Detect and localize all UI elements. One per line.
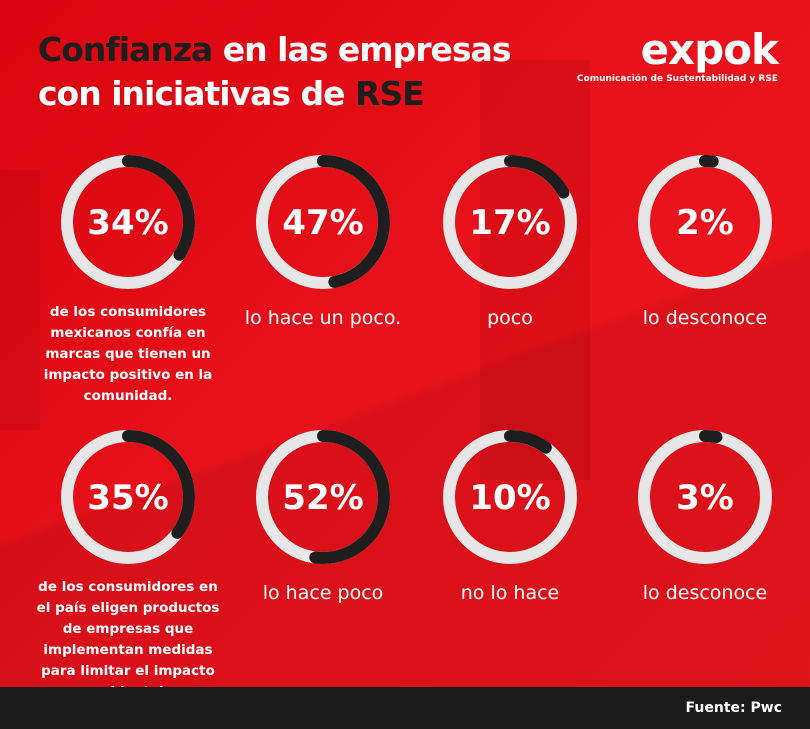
ring-value-arc	[256, 155, 390, 289]
building-silhouette	[0, 170, 40, 430]
caption: poco	[487, 307, 533, 329]
caption: lo hace un poco.	[244, 307, 402, 329]
ring-value-arc	[256, 430, 390, 564]
ring-value-arc	[638, 430, 772, 564]
percent-label: 10%	[469, 478, 550, 518]
percent-label: 47%	[282, 203, 363, 243]
title-text: con iniciativas de	[38, 74, 355, 113]
ring-value-arc	[443, 430, 577, 564]
percent-label: 3%	[676, 478, 734, 518]
ring-value-arc	[443, 155, 577, 289]
building-silhouette	[480, 60, 590, 480]
ring-value-arc	[61, 430, 195, 564]
row-description: de los consumidores mexicanos confía en …	[43, 304, 213, 404]
logo-name: expok	[640, 25, 779, 74]
source-text: Fuente: Pwc	[685, 700, 782, 716]
caption: lo hace poco	[262, 582, 384, 604]
ring-value-arc	[61, 155, 195, 289]
title-text: en las empresas	[212, 30, 512, 69]
title-highlight: RSE	[354, 74, 425, 113]
diagonal-shade	[0, 0, 810, 687]
caption: no lo hace	[460, 582, 560, 604]
title-highlight: Confianza	[38, 30, 213, 69]
percent-label: 35%	[87, 478, 168, 518]
row-description: de los consumidores en el país eligen pr…	[36, 579, 220, 700]
page-title: Confianza en las empresas con iniciativa…	[38, 28, 512, 116]
percent-label: 34%	[87, 203, 168, 243]
logo-tagline: Comunicación de Sustentabilidad y RSE	[576, 74, 778, 84]
caption: lo desconoce	[642, 582, 768, 604]
percent-label: 52%	[282, 478, 363, 518]
donut-charts: 34% 47% 17% 2% 35% 52% 10% 3%	[61, 155, 772, 564]
expok-logo: expok Comunicación de Sustentabilidad y …	[576, 25, 779, 85]
percent-label: 17%	[469, 203, 550, 243]
caption: lo desconoce	[642, 307, 768, 329]
percent-label: 2%	[676, 203, 734, 243]
footer: Fuente: Pwc	[0, 687, 810, 729]
ring-value-arc	[638, 155, 772, 289]
